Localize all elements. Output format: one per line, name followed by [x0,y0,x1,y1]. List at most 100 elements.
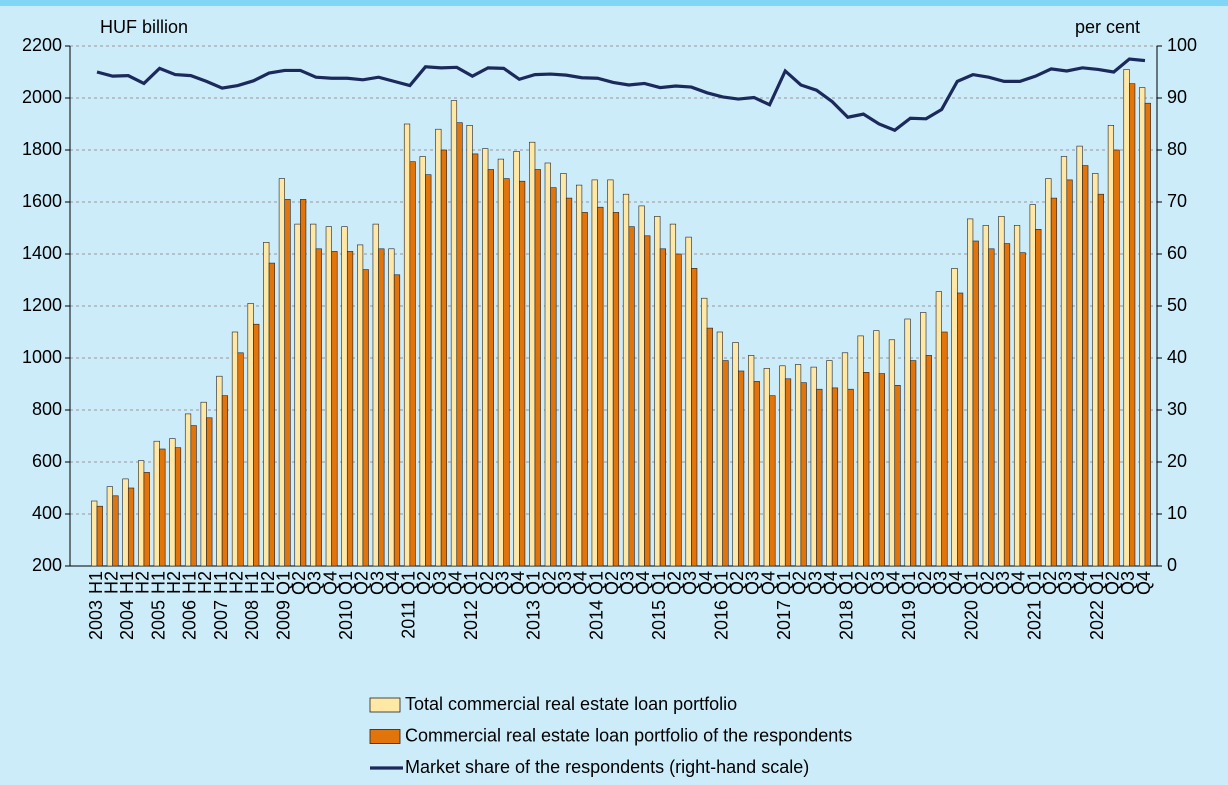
bar [472,153,479,567]
y2-tick-label: 60 [1167,243,1187,263]
bar [972,240,979,567]
x-group-label: 2020 [962,600,982,640]
x-tick-label: Q1 [273,571,293,595]
bar [1123,69,1130,567]
y-tick-label: 1600 [22,191,62,211]
x-group-label: 2012 [461,600,481,640]
bar [1003,243,1011,567]
bar [863,371,870,567]
top-border [0,0,1228,6]
bar [982,225,989,567]
x-tick-label: H2 [227,571,247,594]
x-tick-label: Q3 [305,571,325,595]
bar [237,352,244,567]
bar [951,267,958,567]
x-tick-label: Q3 [492,571,512,595]
x-tick-label: Q2 [539,571,559,595]
x-tick-label: Q2 [1040,571,1060,595]
bar [200,401,207,567]
bar [1092,173,1099,567]
x-tick-label: H1 [86,571,106,594]
x-tick-label: Q4 [633,571,653,595]
x-tick-label: Q4 [696,571,716,595]
bar [1060,156,1068,567]
bar [826,360,833,567]
bar [769,395,776,567]
x-tick-label: Q1 [461,571,481,595]
x-group-label: 2016 [711,600,731,640]
x-tick-label: Q2 [477,571,497,595]
bar [841,352,849,567]
bar [346,251,354,567]
bar [153,440,160,567]
bar [935,291,942,567]
x-tick-label: Q2 [414,571,434,595]
bar [967,218,974,567]
bar [341,226,348,567]
bar [685,236,692,567]
x-tick-label: H1 [117,571,137,594]
bar [810,366,817,567]
bar [904,318,911,567]
x-tick-label: Q4 [821,571,841,595]
x-tick-label: Q1 [774,571,794,595]
x-tick-label: Q3 [555,571,575,595]
bar [800,382,807,567]
bar [1097,193,1104,567]
y-tick-label: 200 [32,555,62,575]
bar [941,331,948,567]
line [96,57,1146,133]
legend-label: Total commercial real estate loan portfo… [405,694,737,714]
bar [325,226,332,567]
x-tick-label: Q2 [852,571,872,595]
bar [1029,204,1036,567]
bar [184,413,192,567]
y-tick-label: 800 [32,399,62,419]
x-tick-label: Q3 [1056,571,1076,595]
bar [419,156,426,567]
y-tick-label: 1200 [22,295,62,315]
bar [122,478,129,567]
bar [378,248,385,567]
bar [247,303,254,567]
x-tick-label: Q3 [430,571,450,595]
x-group-label: 2022 [1087,600,1107,640]
bar [294,223,301,567]
x-tick-label: Q4 [1134,571,1154,595]
x-tick-label: H2 [164,571,184,594]
bar [831,387,839,567]
bar [482,148,489,567]
bar [1082,165,1089,567]
y2-tick-label: 50 [1167,295,1187,315]
bar [910,360,917,567]
bar [268,262,275,567]
y2-tick-label: 30 [1167,399,1187,419]
bar [779,365,786,567]
x-group-label: 2015 [649,600,669,640]
y-tick-label: 2000 [22,87,62,107]
bar [1066,179,1073,567]
bar [988,248,995,567]
legend-label: Commercial real estate loan portfolio of… [405,725,852,745]
bar [732,342,739,567]
bar [263,242,270,567]
x-group-label: 2018 [837,600,857,640]
bar [425,174,432,567]
x-group-label: 2019 [899,600,919,640]
bar [1035,229,1042,567]
x-tick-label: H2 [258,571,278,594]
bar [143,472,150,567]
x-group-label: 2021 [1024,600,1044,640]
y-tick-label: 600 [32,451,62,471]
x-group-label: 2007 [211,600,231,640]
bar [497,158,504,567]
bar [169,438,176,567]
bar [534,169,541,567]
x-tick-label: Q3 [805,571,825,595]
y2-tick-label: 90 [1167,87,1187,107]
bar [575,184,583,567]
y2-tick-label: 100 [1167,35,1197,55]
bar [873,330,880,567]
bar [503,178,510,567]
x-tick-label: Q2 [1102,571,1122,595]
